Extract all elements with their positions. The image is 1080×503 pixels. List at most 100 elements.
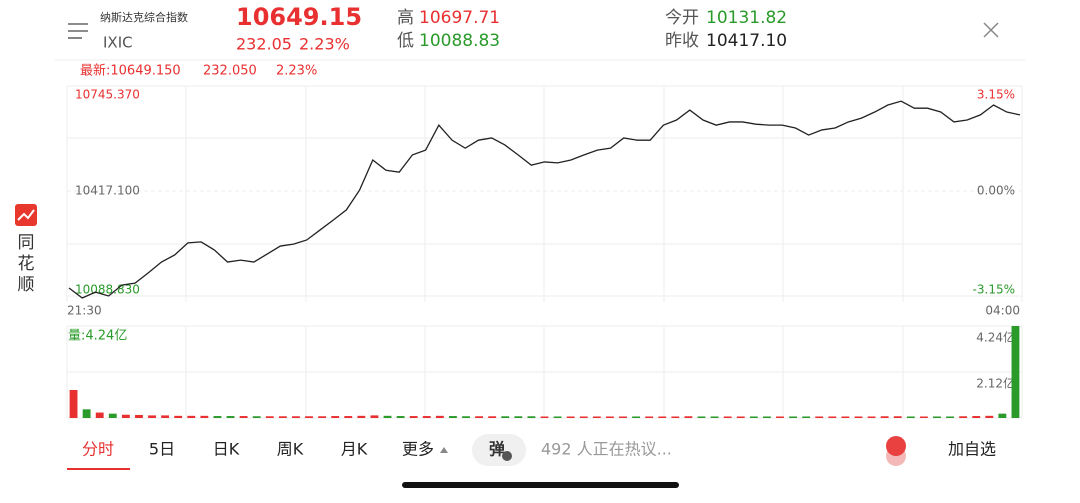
tab[interactable]: 周K (277, 440, 304, 459)
volume-bar (305, 416, 313, 418)
volume-bar (776, 416, 784, 418)
volume-bar (161, 415, 170, 418)
volume-bar (331, 416, 340, 418)
volume-bar (449, 416, 457, 418)
pct-label: 0.00% (977, 184, 1015, 198)
volume-bar (828, 416, 837, 418)
y-tick-label: 10417.100 (75, 184, 140, 198)
volume-bar (501, 416, 510, 418)
volume-bar (998, 413, 1007, 418)
volume-bar (723, 416, 732, 418)
price: 10649.15 (236, 3, 362, 31)
volume-bar (632, 416, 640, 418)
volume-bar (671, 416, 680, 418)
volume-bar (749, 416, 758, 418)
volume-bar (592, 416, 601, 418)
volume-bar (488, 416, 497, 418)
volume-bar (789, 416, 797, 418)
tab[interactable]: 日K (213, 440, 240, 459)
volume-bar (357, 415, 366, 418)
volume-bar (135, 414, 143, 418)
volume-bar (697, 416, 706, 418)
close-button[interactable] (983, 22, 999, 38)
latest-pct: 2.23% (276, 64, 317, 79)
volume-bar (959, 416, 968, 418)
open-label: 今开 (665, 8, 699, 28)
volume-bar (527, 416, 536, 418)
y-tick-label: 2.12亿 (976, 376, 1015, 391)
volume-bar (841, 416, 850, 418)
discussion[interactable]: 492 人正在热议... (541, 440, 672, 459)
volume-bar (710, 416, 719, 418)
volume-bar (762, 416, 771, 418)
tab[interactable]: 更多 (402, 440, 434, 459)
badge-dot (502, 451, 512, 461)
volume-bar (252, 416, 261, 418)
prev: 10417.10 (706, 31, 787, 51)
volume-bar (409, 416, 418, 418)
menu-icon[interactable] (68, 23, 88, 39)
add-button[interactable]: 加自选 (948, 440, 996, 459)
volume-label: 量:4.24亿 (68, 329, 127, 344)
volume-bar (684, 416, 693, 418)
volume-bar (95, 412, 104, 418)
tab[interactable]: 分时 (82, 440, 114, 459)
volume-bar (972, 416, 981, 418)
latest-change: 232.050 (203, 64, 257, 79)
low-label: 低 (397, 31, 414, 51)
volume-bar (396, 416, 405, 418)
y-tick-label: 10745.370 (75, 88, 140, 102)
high: 10697.71 (419, 8, 500, 28)
comment-badge: 弹 (489, 440, 505, 459)
volume-bar (867, 416, 876, 418)
y-tick-label: 10088.830 (75, 283, 140, 297)
volume-bar (187, 415, 196, 418)
chart-frame (66, 86, 1023, 419)
volume-bar (658, 416, 667, 418)
volume-bar (69, 390, 78, 418)
logo-glyph (17, 209, 35, 221)
brand-char[interactable]: 顺 (18, 275, 35, 295)
latest: 最新:10649.150 (80, 63, 181, 79)
volume-bar (344, 416, 353, 418)
volume-bar (605, 416, 614, 418)
volume-bar (239, 416, 248, 418)
volume-bar (475, 416, 484, 418)
volume-bar (854, 416, 863, 418)
index-name: 纳斯达克综合指数 (100, 10, 188, 24)
brand-char[interactable]: 花 (18, 254, 35, 274)
volume-bar (422, 416, 431, 418)
tab[interactable]: 月K (341, 440, 368, 459)
pct-label: 3.15% (977, 88, 1015, 102)
volume-bar (370, 415, 379, 418)
volume-bar (579, 416, 588, 418)
volume-bar (435, 415, 444, 418)
time-label: 21:30 (67, 304, 102, 318)
volume-bar (906, 416, 915, 418)
volume-bar (815, 416, 824, 418)
prev-label: 昨收 (665, 31, 699, 51)
volume-bar (802, 416, 811, 418)
volume-bar (265, 416, 274, 418)
volume-bar (880, 416, 889, 418)
volume-bar (553, 416, 562, 418)
more-arrow (440, 447, 448, 453)
price-line (68, 100, 1021, 299)
volume-bar (540, 416, 549, 418)
tab[interactable]: 5日 (149, 440, 175, 459)
volume-bar (1011, 326, 1020, 418)
volume-bar (985, 415, 994, 418)
volume-bar (383, 415, 392, 418)
time-label: 04:00 (985, 304, 1020, 318)
tab-underline (67, 468, 130, 470)
volume-bar (200, 415, 209, 418)
comment-toggle[interactable] (472, 434, 526, 466)
index-code: IXIC (103, 34, 133, 52)
add-icon[interactable] (886, 436, 906, 456)
volume-bar (566, 416, 575, 418)
y-tick-label: 4.24亿 (976, 330, 1015, 345)
brand-char[interactable]: 同 (18, 233, 35, 253)
volume-bar (462, 416, 470, 418)
volume-bar (226, 416, 235, 418)
